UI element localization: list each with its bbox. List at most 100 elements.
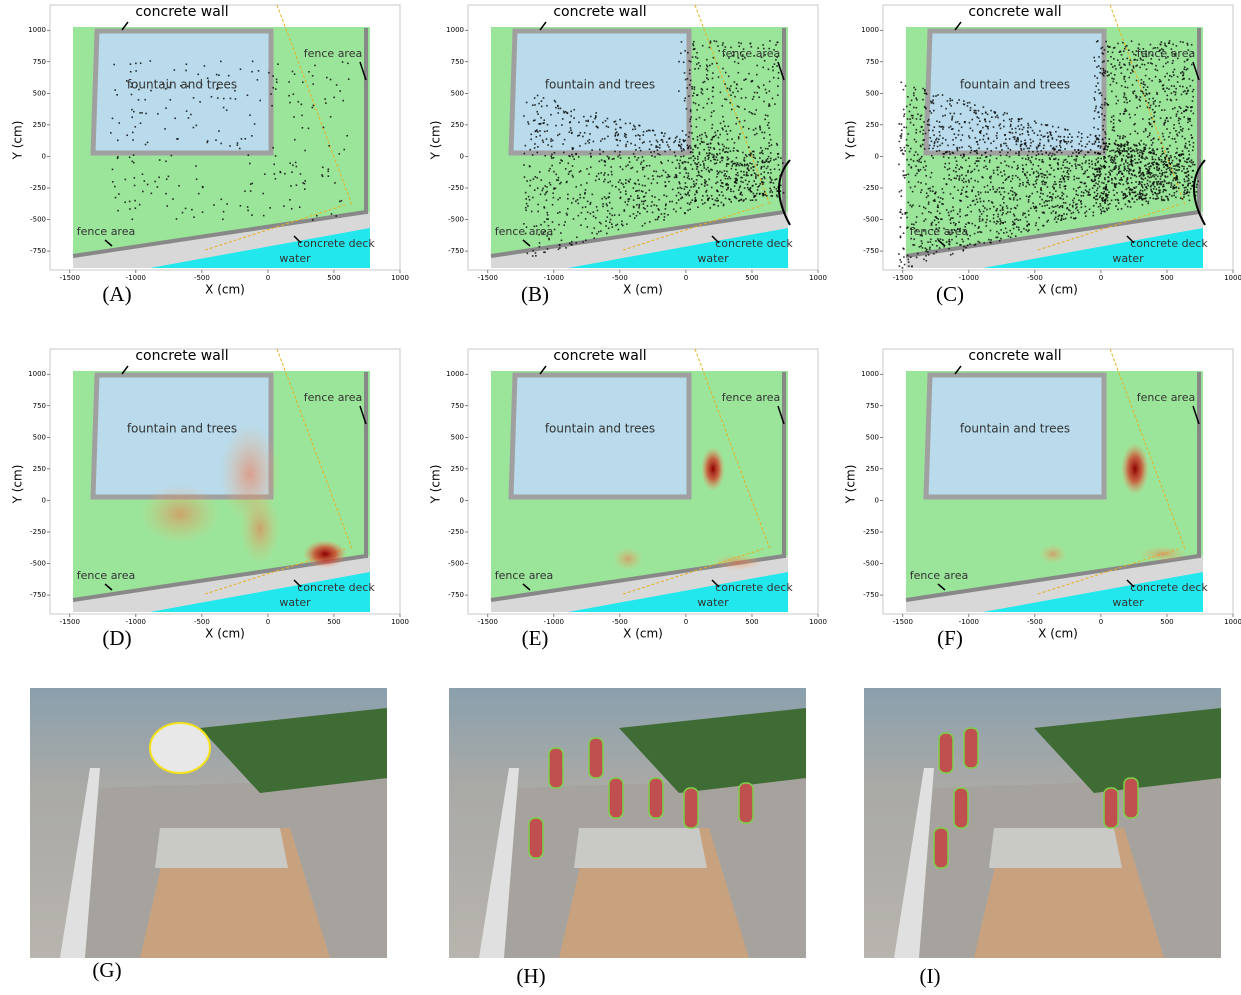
- trajectory-dot: [140, 62, 142, 64]
- trajectory-dot: [943, 192, 945, 194]
- trajectory-dot: [1039, 196, 1041, 198]
- trajectory-dot: [559, 183, 561, 185]
- trajectory-dot: [722, 195, 724, 197]
- trajectory-dot: [114, 89, 116, 91]
- trajectory-dot: [130, 63, 132, 65]
- trajectory-dot: [967, 196, 969, 198]
- trajectory-dot: [728, 76, 730, 78]
- annotation: fountain and trees: [545, 78, 655, 92]
- trajectory-dot: [738, 138, 740, 140]
- trajectory-dot: [1176, 191, 1178, 193]
- trajectory-dot: [1148, 122, 1150, 124]
- trajectory-dot: [689, 121, 691, 123]
- trajectory-dot: [687, 209, 689, 211]
- trajectory-dot: [628, 200, 630, 202]
- trajectory-dot: [1180, 197, 1182, 199]
- trajectory-dot: [296, 184, 298, 186]
- trajectory-dot: [985, 121, 987, 123]
- trajectory-dot: [536, 111, 538, 113]
- trajectory-dot: [606, 203, 608, 205]
- trajectory-dot: [1193, 89, 1195, 91]
- trajectory-dot: [1134, 192, 1136, 194]
- trajectory-dot: [661, 175, 663, 177]
- trajectory-dot: [950, 100, 952, 102]
- trajectory-dot: [1164, 172, 1166, 174]
- trajectory-dot: [770, 178, 772, 180]
- trajectory-dot: [668, 181, 670, 183]
- trajectory-dot: [709, 171, 711, 173]
- trajectory-dot: [114, 186, 116, 188]
- trajectory-dot: [1183, 166, 1185, 168]
- trajectory-dot: [633, 213, 635, 215]
- trajectory-dot: [556, 179, 558, 181]
- trajectory-dot: [573, 158, 575, 160]
- trajectory-dot: [1186, 87, 1188, 89]
- trajectory-dot: [927, 241, 929, 243]
- trajectory-dot: [1159, 183, 1161, 185]
- trajectory-dot: [902, 267, 904, 269]
- trajectory-dot: [965, 181, 967, 183]
- trajectory-dot: [1103, 149, 1105, 151]
- trajectory-dot: [1170, 117, 1172, 119]
- trajectory-dot: [1147, 107, 1149, 109]
- trajectory-dot: [1051, 200, 1053, 202]
- trajectory-dot: [710, 42, 712, 44]
- trajectory-dot: [1104, 131, 1106, 133]
- trajectory-dot: [165, 193, 167, 195]
- trajectory-dot: [552, 204, 554, 206]
- camera-photo: (I): [864, 688, 1221, 988]
- trajectory-dot: [250, 190, 252, 192]
- trajectory-dot: [555, 187, 557, 189]
- trajectory-dot: [1097, 188, 1099, 190]
- trajectory-dot: [1113, 169, 1115, 171]
- trajectory-dot: [1172, 188, 1174, 190]
- trajectory-dot: [1136, 176, 1138, 178]
- trajectory-dot: [542, 122, 544, 124]
- trajectory-dot: [702, 45, 704, 47]
- trajectory-dot: [740, 181, 742, 183]
- trajectory-dot: [903, 170, 905, 172]
- trajectory-dot: [268, 72, 270, 74]
- trajectory-dot: [1121, 54, 1123, 56]
- trajectory-dot: [747, 168, 749, 170]
- trajectory-dot: [1014, 138, 1016, 140]
- trajectory-dot: [760, 168, 762, 170]
- trajectory-dot: [957, 213, 959, 215]
- trajectory-dot: [571, 241, 573, 243]
- trajectory-dot: [1122, 58, 1124, 60]
- trajectory-dot: [1149, 78, 1151, 80]
- trajectory-dot: [980, 157, 982, 159]
- trajectory-dot: [1091, 161, 1093, 163]
- trajectory-dot: [543, 119, 545, 121]
- trajectory-dot: [730, 94, 732, 96]
- trajectory-dot: [1104, 104, 1106, 106]
- trajectory-dot: [1117, 135, 1119, 137]
- trajectory-dot: [976, 165, 978, 167]
- trajectory-dot: [1022, 158, 1024, 160]
- trajectory-dot: [1171, 85, 1173, 87]
- trajectory-dot: [901, 129, 903, 131]
- trajectory-dot: [1106, 184, 1108, 186]
- trajectory-dot: [763, 101, 765, 103]
- trajectory-dot: [754, 113, 756, 115]
- trajectory-dot: [1055, 131, 1057, 133]
- trajectory-dot: [900, 226, 902, 228]
- trajectory-dot: [606, 126, 608, 128]
- trajectory-dot: [939, 213, 941, 215]
- trajectory-dot: [719, 171, 721, 173]
- trajectory-dot: [696, 52, 698, 54]
- trajectory-dot: [235, 98, 237, 100]
- trajectory-dot: [1040, 168, 1042, 170]
- person-detection: [1104, 788, 1118, 828]
- trajectory-dot: [1067, 170, 1069, 172]
- trajectory-dot: [946, 152, 948, 154]
- trajectory-dot: [1089, 194, 1091, 196]
- trajectory-dot: [639, 135, 641, 137]
- trajectory-dot: [1123, 78, 1125, 80]
- trajectory-dot: [726, 171, 728, 173]
- trajectory-dot: [696, 163, 698, 165]
- trajectory-dot: [962, 157, 964, 159]
- map-panel: -1500-1000-5000500100010007505002500-250…: [11, 4, 409, 306]
- trajectory-dot: [742, 126, 744, 128]
- trajectory-dot: [733, 191, 735, 193]
